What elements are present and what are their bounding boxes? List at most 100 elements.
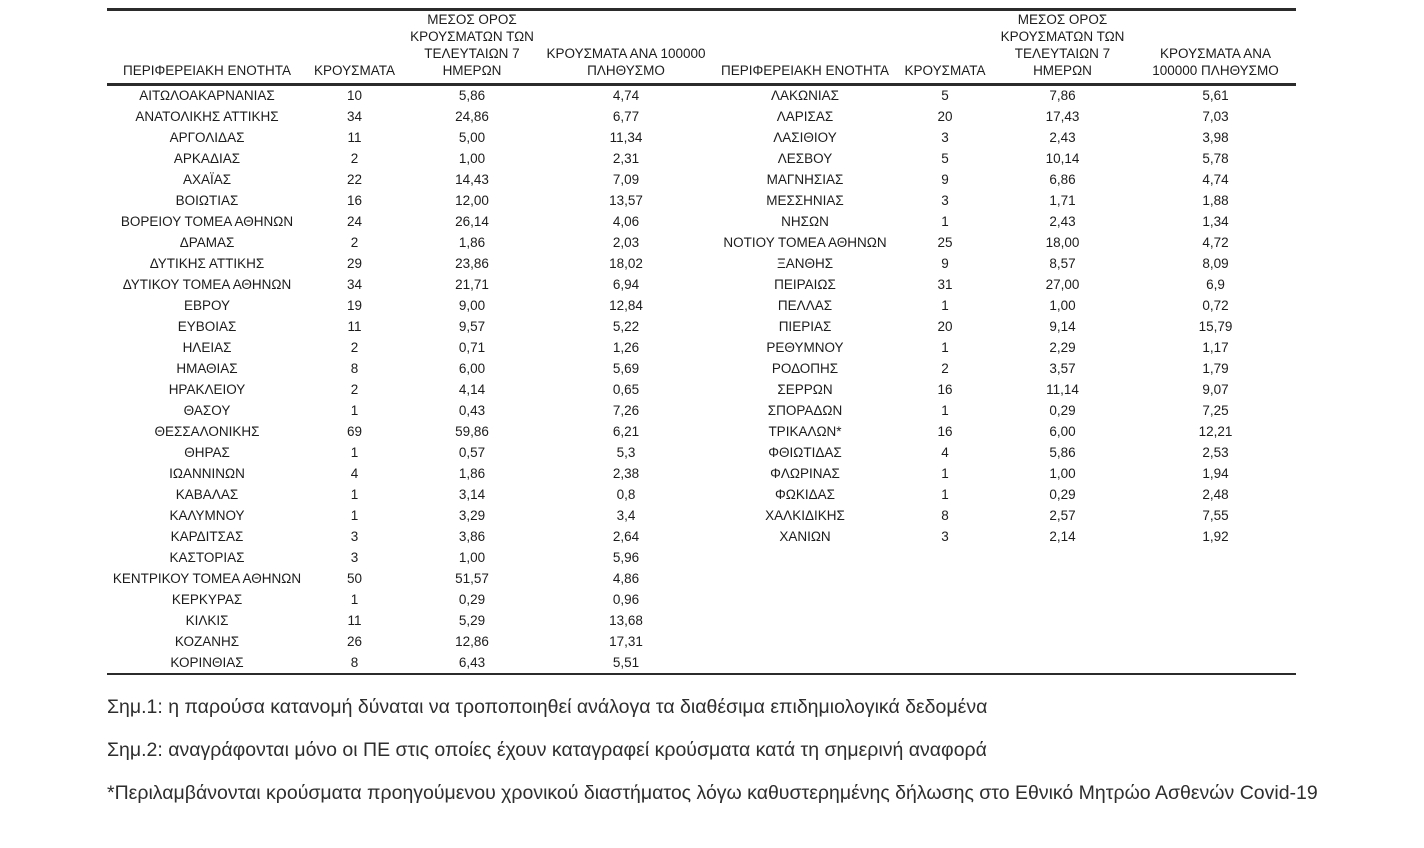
table-row: ΙΩΑΝΝΙΝΩΝ 4 1,86 2,38 [107,463,710,484]
avg-7day-cell: 6,00 [1049,423,1076,439]
cases-cell: 3 [350,549,359,565]
cases-cell: 9 [941,171,949,187]
table-row: ΛΑΣΙΘΙΟΥ 3 2,43 3,98 [710,127,1296,148]
per-100k-cell: 6,21 [612,423,640,439]
cases-cell: 11 [347,318,362,334]
avg-7day-cell: 11,14 [1046,381,1079,397]
cases-cell: 5 [941,88,949,104]
footnotes: Σημ.1: η παρούσα κατανομή δύναται να τρο… [107,686,1407,815]
cases-cell: 1 [941,402,949,418]
region-cell: ΠΙΕΡΙΑΣ [778,318,832,334]
per-100k-cell: 1,92 [1202,528,1229,544]
table-row: ΚΑΣΤΟΡΙΑΣ 3 1,00 5,96 [107,547,710,568]
region-cell: ΚΑΡΔΙΤΣΑΣ [170,528,244,544]
region-cell: ΣΠΟΡΑΔΩΝ [767,402,843,418]
table-row: ΚΟΡΙΝΘΙΑΣ 8 6,43 5,51 [107,652,710,673]
table-row: ΘΕΣΣΑΛΟΝΙΚΗΣ 69 59,86 6,21 [107,421,710,442]
cases-cell: 4 [941,444,949,460]
region-cell: ΗΜΑΘΙΑΣ [176,360,238,376]
table-header-right: ΠΕΡΙΦΕΡΕΙΑΚΗ ΕΝΟΤΗΤΑ ΚΡΟΥΣΜΑΤΑ ΜΕΣΟΣ ΟΡΟ… [710,11,1296,86]
per-100k-cell: 4,86 [612,570,640,586]
region-cell: ΜΕΣΣΗΝΙΑΣ [766,192,844,208]
region-cell: ΚΑΣΤΟΡΙΑΣ [169,549,245,565]
per-100k-cell: 0,65 [612,381,640,397]
table-row: ΚΑΒΑΛΑΣ 1 3,14 0,8 [107,484,710,505]
region-cell: ΠΕΙΡΑΙΩΣ [774,276,836,292]
per-100k-cell: 8,09 [1202,255,1229,271]
per-100k-cell: 4,06 [612,213,640,229]
per-100k-cell: 3,98 [1202,129,1229,145]
per-100k-cell: 7,09 [612,171,640,187]
region-cell: ΚΕΡΚΥΡΑΣ [171,591,243,607]
col-header-7day-avg: ΜΕΣΟΣ ΟΡΟΣ ΚΡΟΥΣΜΑΤΩΝ ΤΩΝ ΤΕΛΕΥΤΑΙΩΝ 7 Η… [402,11,542,86]
avg-7day-cell: 26,14 [455,213,489,229]
table-row: ΚΟΖΑΝΗΣ 26 12,86 17,31 [107,631,710,652]
region-cell: ΘΑΣΟΥ [183,402,231,418]
cases-cell: 10 [346,88,363,104]
table-row: ΣΠΟΡΑΔΩΝ 1 0,29 7,25 [710,400,1296,421]
cases-cell: 8 [941,507,949,523]
table-row: ΠΙΕΡΙΑΣ 20 9,14 15,79 [710,316,1296,337]
per-100k-cell: 18,02 [609,255,643,271]
col-header-7day-avg: ΜΕΣΟΣ ΟΡΟΣ ΚΡΟΥΣΜΑΤΩΝ ΤΩΝ ΤΕΛΕΥΤΑΙΩΝ 7 Η… [990,11,1135,86]
cases-cell: 8 [350,360,359,376]
per-100k-cell: 1,26 [612,339,640,355]
cases-cell: 31 [937,276,953,292]
per-100k-cell: 4,74 [612,88,640,104]
per-100k-cell: 2,03 [612,234,640,250]
table-row: ΗΜΑΘΙΑΣ 8 6,00 5,69 [107,358,710,379]
table-row: ΚΕΡΚΥΡΑΣ 1 0,29 0,96 [107,589,710,610]
table-row: ΘΑΣΟΥ 1 0,43 7,26 [107,400,710,421]
table-row: ΚΕΝΤΡΙΚΟΥ ΤΟΜΕΑ ΑΘΗΝΩΝ 50 51,57 4,86 [107,568,710,589]
region-cell: ΗΛΕΙΑΣ [182,339,232,355]
avg-7day-cell: 2,14 [1049,528,1076,544]
avg-7day-cell: 59,86 [455,423,489,439]
cases-cell: 2 [350,381,359,397]
per-100k-cell: 5,78 [1202,150,1229,166]
region-cell: ΞΑΝΘΗΣ [776,255,834,271]
table-row: ΔΥΤΙΚΟΥ ΤΟΜΕΑ ΑΘΗΝΩΝ 34 21,71 6,94 [107,274,710,295]
region-cell: ΚΙΛΚΙΣ [185,612,229,628]
region-cell: ΦΘΙΩΤΙΔΑΣ [768,444,842,460]
per-100k-cell: 5,22 [612,318,640,334]
avg-7day-cell: 0,29 [458,591,486,607]
region-cell: ΔΡΑΜΑΣ [179,234,235,250]
per-100k-cell: 7,25 [1202,402,1229,418]
per-100k-cell: 12,84 [609,297,643,313]
per-100k-cell: 2,48 [1202,486,1229,502]
per-100k-cell: 5,69 [612,360,640,376]
avg-7day-cell: 0,29 [1049,402,1076,418]
avg-7day-cell: 5,29 [458,612,486,628]
table-row: ΧΑΛΚΙΔΙΚΗΣ 8 2,57 7,55 [710,505,1296,526]
avg-7day-cell: 12,86 [455,633,489,649]
table-header-left: ΠΕΡΙΦΕΡΕΙΑΚΗ ΕΝΟΤΗΤΑ ΚΡΟΥΣΜΑΤΑ ΜΕΣΟΣ ΟΡΟ… [107,11,710,86]
avg-7day-cell: 7,86 [1049,88,1076,104]
col-header-per-100k: ΚΡΟΥΣΜΑΤΑ ΑΝΑ 100000 ΠΛΗΘΥΣΜΟ [542,11,710,86]
avg-7day-cell: 24,86 [455,108,489,124]
cases-cell: 25 [937,234,953,250]
table-row: ΤΡΙΚΑΛΩΝ* 16 6,00 12,21 [710,421,1296,442]
cases-cell: 19 [346,297,363,313]
avg-7day-cell: 5,86 [1049,444,1076,460]
table-row: ΛΑΡΙΣΑΣ 20 17,43 7,03 [710,106,1296,127]
avg-7day-cell: 9,14 [1049,318,1076,334]
avg-7day-cell: 9,57 [458,318,486,334]
avg-7day-cell: 27,00 [1045,276,1080,292]
per-100k-cell: 13,57 [609,192,643,208]
avg-7day-cell: 8,57 [1049,255,1076,271]
table-row: ΚΑΡΔΙΤΣΑΣ 3 3,86 2,64 [107,526,710,547]
table-row: ΘΗΡΑΣ 1 0,57 5,3 [107,442,710,463]
region-cell: ΛΕΣΒΟΥ [777,150,833,166]
region-cell: ΘΗΡΑΣ [184,444,230,460]
region-cell: ΔΥΤΙΚΗΣ ΑΤΤΙΚΗΣ [149,255,265,271]
table-row: ΛΕΣΒΟΥ 5 10,14 5,78 [710,148,1296,169]
per-100k-cell: 5,96 [612,549,640,565]
region-cell: ΕΥΒΟΙΑΣ [177,318,237,334]
avg-7day-cell: 1,00 [1049,465,1076,481]
region-cell: ΧΑΝΙΩΝ [779,528,831,544]
avg-7day-cell: 1,00 [458,549,486,565]
avg-7day-cell: 4,14 [458,381,486,397]
region-cell: ΑΝΑΤΟΛΙΚΗΣ ΑΤΤΙΚΗΣ [135,108,279,124]
table-row: ΑΧΑΪΑΣ 22 14,43 7,09 [107,169,710,190]
